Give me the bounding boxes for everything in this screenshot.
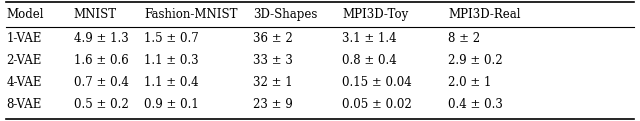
Text: 0.5 ± 0.2: 0.5 ± 0.2 — [74, 98, 129, 111]
Text: 1.6 ± 0.6: 1.6 ± 0.6 — [74, 54, 129, 67]
Text: 36 ± 2: 36 ± 2 — [253, 32, 292, 45]
Text: 1.1 ± 0.4: 1.1 ± 0.4 — [144, 76, 198, 89]
Text: 1.1 ± 0.3: 1.1 ± 0.3 — [144, 54, 198, 67]
Text: 1-VAE: 1-VAE — [6, 32, 42, 45]
Text: MPI3D-Toy: MPI3D-Toy — [342, 8, 409, 21]
Text: 3.1 ± 1.4: 3.1 ± 1.4 — [342, 32, 397, 45]
Text: 2.0 ± 1: 2.0 ± 1 — [448, 76, 492, 89]
Text: 33 ± 3: 33 ± 3 — [253, 54, 292, 67]
Text: Model: Model — [6, 8, 44, 21]
Text: 4-VAE: 4-VAE — [6, 76, 42, 89]
Text: Fashion-MNIST: Fashion-MNIST — [144, 8, 237, 21]
Text: 0.15 ± 0.04: 0.15 ± 0.04 — [342, 76, 412, 89]
Text: 1.5 ± 0.7: 1.5 ± 0.7 — [144, 32, 199, 45]
Text: 8 ± 2: 8 ± 2 — [448, 32, 480, 45]
Text: MPI3D-Real: MPI3D-Real — [448, 8, 520, 21]
Text: 3D-Shapes: 3D-Shapes — [253, 8, 317, 21]
Text: MNIST: MNIST — [74, 8, 116, 21]
Text: 2.9 ± 0.2: 2.9 ± 0.2 — [448, 54, 502, 67]
Text: 2-VAE: 2-VAE — [6, 54, 42, 67]
Text: 0.05 ± 0.02: 0.05 ± 0.02 — [342, 98, 412, 111]
Text: 0.8 ± 0.4: 0.8 ± 0.4 — [342, 54, 397, 67]
Text: 23 ± 9: 23 ± 9 — [253, 98, 292, 111]
Text: 8-VAE: 8-VAE — [6, 98, 42, 111]
Text: 0.9 ± 0.1: 0.9 ± 0.1 — [144, 98, 199, 111]
Text: 0.7 ± 0.4: 0.7 ± 0.4 — [74, 76, 129, 89]
Text: 0.4 ± 0.3: 0.4 ± 0.3 — [448, 98, 503, 111]
Text: 4.9 ± 1.3: 4.9 ± 1.3 — [74, 32, 129, 45]
Text: 32 ± 1: 32 ± 1 — [253, 76, 292, 89]
